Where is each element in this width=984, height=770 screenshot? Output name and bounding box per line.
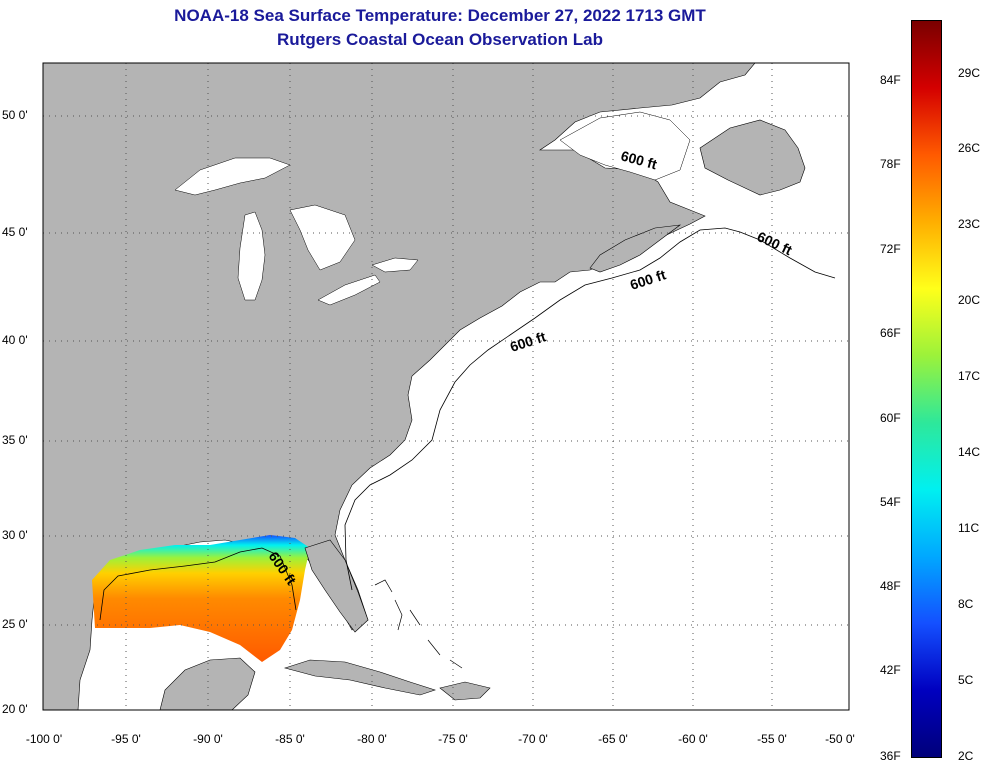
lon-label-65: -65 0': [598, 732, 628, 746]
lat-lon-grid: [43, 63, 849, 710]
lon-label-70: -70 0': [518, 732, 548, 746]
colorbar-f-54: 54F: [880, 495, 901, 509]
hispaniola: [439, 681, 491, 701]
gulf-sst-field: [92, 535, 310, 662]
lake-huron: [289, 204, 356, 271]
yucatan: [159, 657, 256, 710]
lon-label-95: -95 0': [111, 732, 141, 746]
lon-label-55: -55 0': [757, 732, 787, 746]
title-line-1: NOAA-18 Sea Surface Temperature: Decembe…: [174, 6, 706, 25]
colorbar-c-8: 8C: [958, 597, 974, 611]
bahamas: [374, 579, 463, 669]
colorbar-c-11: 11C: [958, 521, 980, 535]
lon-label-85: -85 0': [275, 732, 305, 746]
lat-label-35: 35 0': [2, 433, 28, 447]
map-frame: [42, 62, 850, 711]
sst-map: 600 ft 600 ft 600 ft 600 ft 600 ft: [42, 62, 850, 711]
isobath-600ft: [344, 227, 836, 591]
colorbar-c-29: 29C: [958, 66, 981, 80]
lon-label-100: -100 0': [25, 732, 63, 746]
colorbar-f-84: 84F: [880, 73, 901, 87]
nova-scotia: [589, 224, 682, 273]
gulf-st-lawrence: [559, 111, 691, 181]
lake-erie: [317, 274, 381, 306]
north-america-land: [43, 63, 756, 710]
colorbar: [911, 20, 942, 758]
lon-label-80: -80 0': [357, 732, 387, 746]
colorbar-f-66: 66F: [880, 326, 901, 340]
lon-label-60: -60 0': [678, 732, 708, 746]
colorbar-f-72: 72F: [880, 242, 901, 256]
lon-label-90: -90 0': [193, 732, 223, 746]
colorbar-c-26: 26C: [958, 141, 981, 155]
newfoundland: [699, 119, 806, 196]
colorbar-f-78: 78F: [880, 157, 901, 171]
colorbar-c-14: 14C: [958, 445, 981, 459]
lat-label-50: 50 0': [2, 108, 28, 122]
colorbar-c-20: 20C: [958, 293, 981, 307]
colorbar-f-42: 42F: [880, 663, 901, 677]
lake-ontario: [371, 257, 419, 273]
colorbar-c-2: 2C: [958, 749, 974, 763]
lon-label-50: -50 0': [825, 732, 855, 746]
colorbar-f-60: 60F: [880, 411, 901, 425]
colorbar-c-17: 17C: [958, 369, 981, 383]
lake-michigan: [237, 211, 266, 301]
title-line-2: Rutgers Coastal Ocean Observation Lab: [277, 30, 603, 49]
lon-label-75: -75 0': [438, 732, 468, 746]
colorbar-f-48: 48F: [880, 579, 901, 593]
colorbar-f-36: 36F: [880, 749, 901, 763]
lat-label-20: 20 0': [2, 702, 28, 716]
lat-label-40: 40 0': [2, 333, 28, 347]
lat-label-45: 45 0': [2, 225, 28, 239]
lat-label-30: 30 0': [2, 528, 28, 542]
colorbar-c-5: 5C: [958, 673, 974, 687]
isobath-600ft-gulf: [99, 547, 297, 621]
florida: [304, 539, 369, 633]
cuba: [283, 659, 436, 696]
lake-superior: [174, 157, 291, 196]
colorbar-c-23: 23C: [958, 217, 981, 231]
lat-label-25: 25 0': [2, 617, 28, 631]
